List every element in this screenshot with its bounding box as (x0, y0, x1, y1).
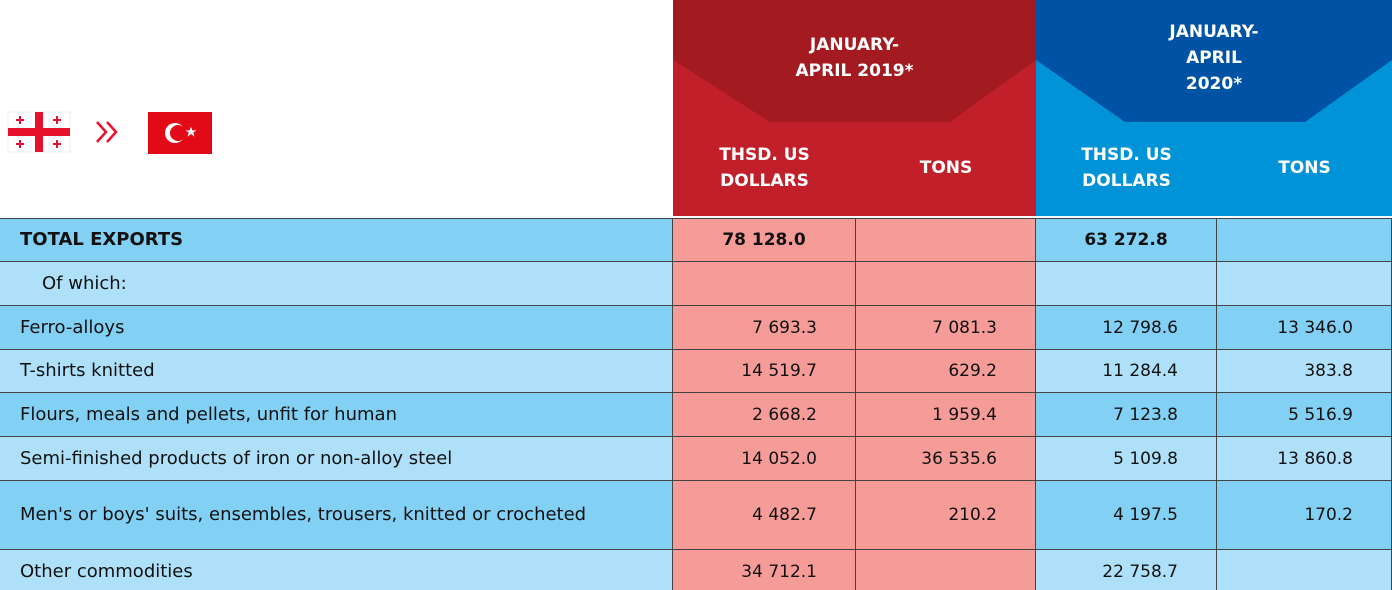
value-cell: 7 693.3 (673, 306, 856, 350)
period-title: JANUARY-APRIL 2019* (795, 35, 914, 81)
period-chevron (1036, 0, 1392, 122)
value-cell: 5 516.9 (1217, 393, 1392, 437)
value-cell (1036, 262, 1217, 306)
row-label: T-shirts knitted (0, 350, 673, 393)
value-cell: 34 712.1 (673, 550, 856, 590)
value-cell: 170.2 (1217, 481, 1392, 550)
row-label: Ferro-alloys (0, 306, 673, 350)
georgia-flag (7, 111, 71, 153)
value-cell: 13 860.8 (1217, 437, 1392, 481)
column-header: THSD. US DOLLARS (719, 145, 810, 191)
row-label: Flours, meals and pellets, unfit for hum… (0, 393, 673, 437)
value-cell (856, 262, 1036, 306)
column-header: THSD. US DOLLARS (1081, 145, 1172, 191)
value-cell: 4 482.7 (673, 481, 856, 550)
value-cell: 12 798.6 (1036, 306, 1217, 350)
column-header: TONS (1278, 158, 1331, 178)
row-label: TOTAL EXPORTS (0, 218, 673, 262)
value-cell (1217, 218, 1392, 262)
value-cell: 36 535.6 (856, 437, 1036, 481)
value-cell: 7 081.3 (856, 306, 1036, 350)
value-cell (1217, 262, 1392, 306)
value-cell (856, 550, 1036, 590)
value-cell: 11 284.4 (1036, 350, 1217, 393)
value-cell: 78 128.0 (673, 218, 856, 262)
row-label: Men's or boys' suits, ensembles, trouser… (0, 481, 673, 550)
value-cell: 210.2 (856, 481, 1036, 550)
value-cell: 13 346.0 (1217, 306, 1392, 350)
value-cell: 7 123.8 (1036, 393, 1217, 437)
arrow-icon (96, 121, 118, 143)
value-cell: 2 668.2 (673, 393, 856, 437)
column-header: TONS (919, 158, 973, 178)
value-cell (1217, 550, 1392, 590)
row-label: Of which: (0, 262, 673, 306)
value-cell: 383.8 (1217, 350, 1392, 393)
value-cell: 22 758.7 (1036, 550, 1217, 590)
value-cell: 14 052.0 (673, 437, 856, 481)
row-label: Other commodities (0, 550, 673, 590)
value-cell: 1 959.4 (856, 393, 1036, 437)
header-graphics (7, 0, 1392, 216)
turkey-flag (148, 112, 212, 154)
value-cell (856, 218, 1036, 262)
row-label: Semi-finished products of iron or non-al… (0, 437, 673, 481)
value-cell: 4 197.5 (1036, 481, 1217, 550)
value-cell: 629.2 (856, 350, 1036, 393)
value-cell: 63 272.8 (1036, 218, 1217, 262)
period-title: JANUARY-APRIL 2020* (1169, 22, 1259, 94)
value-cell: 5 109.8 (1036, 437, 1217, 481)
period-chevron (673, 0, 1036, 122)
value-cell (673, 262, 856, 306)
value-cell: 14 519.7 (673, 350, 856, 393)
